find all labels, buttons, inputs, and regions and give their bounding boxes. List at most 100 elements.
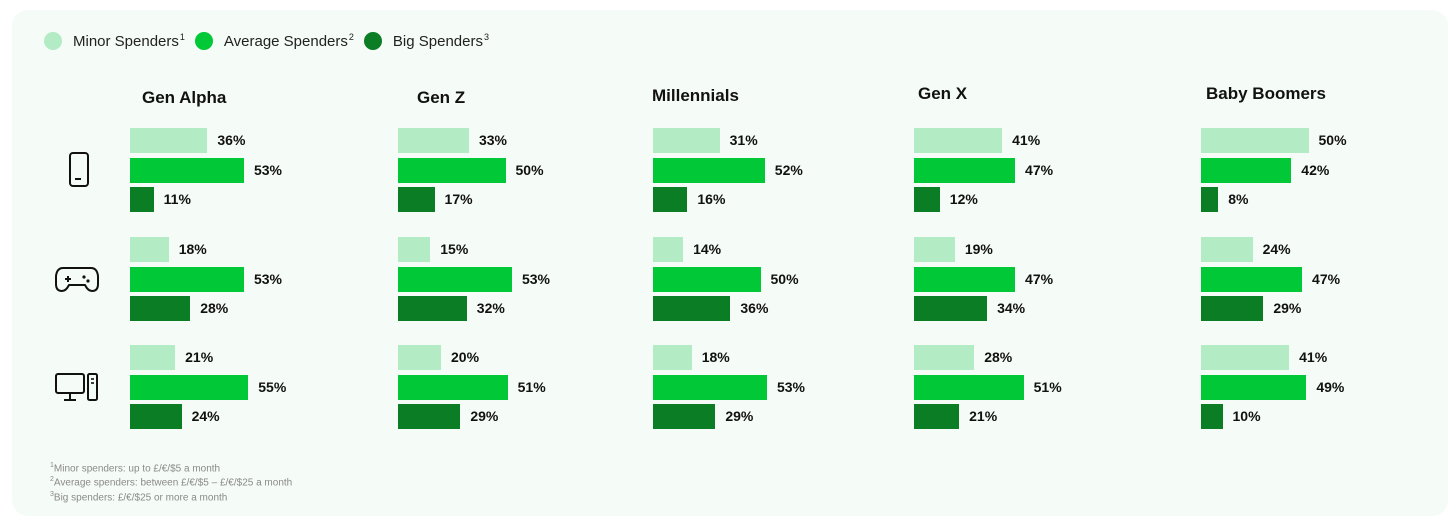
bar-minor — [1201, 237, 1253, 262]
chart-card: Minor Spenders1 Average Spenders2 Big Sp… — [12, 10, 1448, 516]
bar-minor — [398, 345, 441, 370]
legend-item-average: Average Spenders2 — [194, 32, 354, 50]
bar-value-label: 15% — [440, 241, 469, 257]
bar-value-label: 20% — [451, 349, 480, 365]
smartphone-icon — [69, 152, 89, 187]
bar-minor — [653, 237, 684, 262]
bar-big — [1201, 296, 1264, 321]
bar-average — [914, 157, 1016, 183]
legend-mark-average: 2 — [348, 32, 354, 42]
bar-minor — [914, 345, 975, 370]
bar-minor — [398, 237, 431, 262]
bar-value-label: 51% — [1033, 378, 1062, 395]
bar-value-label: 47% — [1312, 270, 1341, 287]
desktop-computer-icon — [55, 373, 98, 401]
bar-average — [914, 374, 1024, 400]
bar-value-label: 36% — [740, 300, 769, 316]
bar-value-label: 21% — [969, 408, 998, 424]
bar-average — [653, 374, 767, 400]
bar-value-label: 50% — [1318, 132, 1347, 148]
bar-big — [398, 296, 467, 321]
legend-swatch-average — [194, 32, 213, 50]
bar-minor — [653, 345, 692, 370]
footnotes: 1Minor spenders: up to £/€/$5 a month 2A… — [50, 460, 292, 503]
bar-value-label: 10% — [1232, 408, 1261, 424]
group-title-2: Millennials — [652, 86, 739, 105]
bar-average — [1201, 266, 1303, 292]
bar-value-label: 14% — [693, 241, 722, 257]
bar-value-label: 28% — [984, 349, 1013, 365]
footnote-2: 2Average spenders: between £/€/$5 – £/€/… — [50, 474, 292, 488]
legend: Minor Spenders1 Average Spenders2 Big Sp… — [44, 32, 499, 50]
bar-big — [398, 404, 461, 429]
footnote-1-text: Minor spenders: up to £/€/$5 a month — [53, 463, 221, 475]
bar-value-label: 8% — [1228, 191, 1249, 207]
bar-big — [914, 296, 988, 321]
footnote-1-mark: 1 — [50, 462, 54, 469]
bar-value-label: 21% — [185, 349, 214, 365]
bar-minor — [914, 128, 1003, 153]
bar-minor — [398, 128, 469, 153]
bar-value-label: 24% — [191, 408, 220, 424]
bar-big — [130, 296, 191, 321]
bar-big — [653, 296, 731, 321]
bar-value-label: 34% — [997, 300, 1026, 316]
bar-minor — [1201, 345, 1290, 370]
bar-big — [914, 187, 940, 212]
bar-value-label: 18% — [701, 349, 730, 365]
bar-value-label: 11% — [163, 191, 191, 207]
bar-value-label: 53% — [521, 270, 550, 287]
bar-big — [653, 187, 688, 212]
group-title-1: Gen Z — [417, 88, 466, 107]
gamepad-icon — [55, 267, 99, 292]
bar-value-label: 12% — [949, 191, 978, 207]
bar-big — [914, 404, 960, 429]
bar-minor — [130, 237, 169, 262]
bar-average — [653, 266, 761, 292]
bar-average — [398, 157, 506, 183]
bar-value-label: 17% — [444, 191, 473, 207]
bar-big — [1201, 187, 1219, 212]
bar-minor — [130, 345, 176, 370]
footnote-2-text: Average spenders: between £/€/$5 – £/€/$… — [53, 477, 293, 489]
footnote-3-text: Big spenders: £/€/$25 or more a month — [53, 491, 228, 503]
bar-average — [1201, 374, 1307, 400]
bar-minor — [130, 128, 208, 153]
legend-label-big: Big Spenders — [392, 33, 483, 50]
bar-big — [130, 187, 154, 212]
legend-item-minor: Minor Spenders1 — [44, 32, 185, 50]
bar-value-label: 49% — [1316, 378, 1345, 395]
group-title-0: Gen Alpha — [142, 88, 227, 107]
bar-value-label: 41% — [1299, 349, 1328, 365]
legend-mark-big: 3 — [483, 32, 489, 42]
group-title-4: Baby Boomers — [1206, 84, 1326, 103]
bar-average — [653, 157, 765, 183]
bar-minor — [1201, 128, 1309, 153]
bar-value-label: 29% — [470, 408, 499, 424]
legend-label-minor: Minor Spenders — [73, 33, 179, 50]
bar-average — [130, 266, 244, 292]
bar-big — [130, 404, 182, 429]
bar-value-label: 51% — [517, 378, 546, 395]
bar-value-label: 47% — [1025, 270, 1054, 287]
bar-value-label: 53% — [776, 378, 805, 395]
bar-big — [1201, 404, 1223, 429]
legend-label-average: Average Spenders — [223, 33, 348, 50]
footnote-3: 3Big spenders: £/€/$25 or more a month — [50, 489, 292, 503]
bar-value-label: 24% — [1262, 241, 1291, 257]
bar-value-label: 41% — [1012, 132, 1041, 148]
legend-swatch-minor — [44, 32, 62, 50]
bar-average — [398, 374, 508, 400]
bar-value-label: 50% — [515, 161, 544, 178]
bar-big — [653, 404, 716, 429]
bar-value-label: 18% — [178, 241, 207, 257]
bar-value-label: 36% — [217, 132, 246, 148]
group-title-3: Gen X — [918, 84, 968, 103]
bar-value-label: 55% — [258, 378, 287, 395]
bar-minor — [653, 128, 720, 153]
bar-average — [1201, 157, 1292, 183]
legend-item-big: Big Spenders3 — [363, 32, 489, 50]
legend-swatch-big — [363, 32, 382, 50]
bar-value-label: 29% — [725, 408, 754, 424]
footnote-2-mark: 2 — [50, 476, 54, 484]
